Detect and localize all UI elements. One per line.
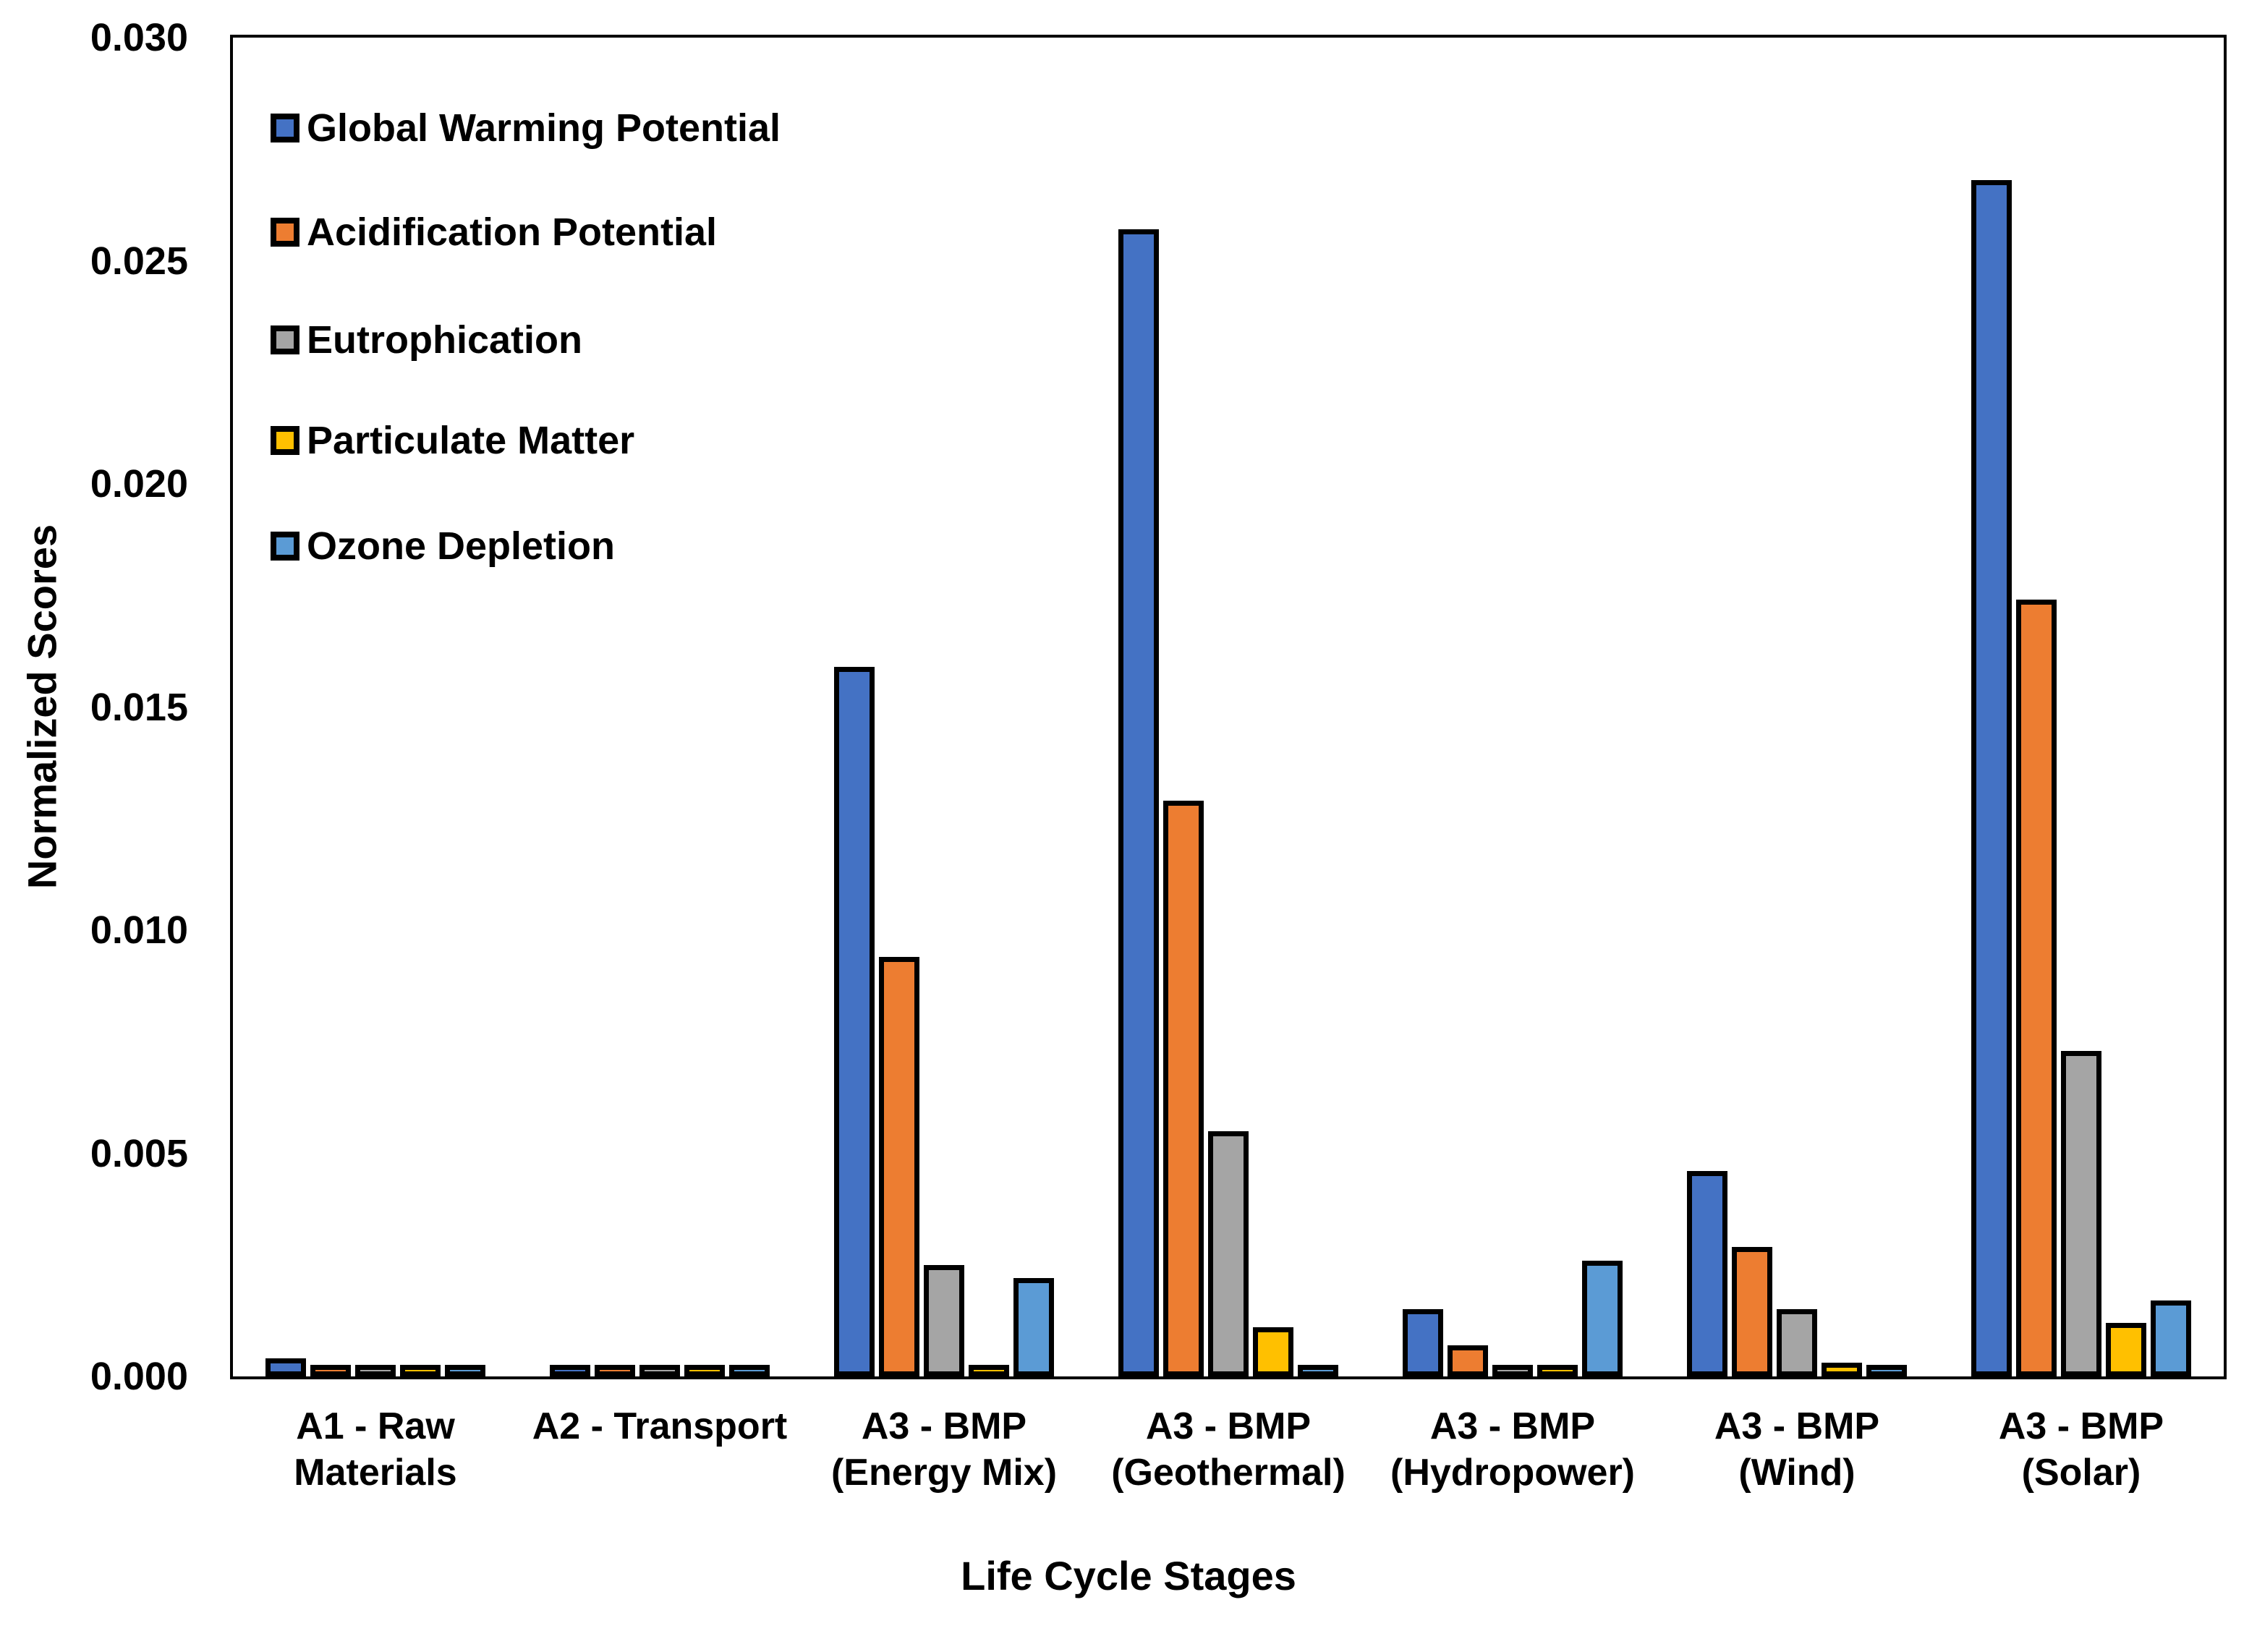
bar-eutrophication: [924, 1265, 964, 1376]
x-axis-category-label: A3 - BMP (Hydropower): [1390, 1405, 1635, 1494]
bar-eutrophication: [1208, 1131, 1249, 1376]
bar-acidification-potential: [1448, 1345, 1488, 1376]
legend-swatch-icon: [271, 532, 299, 561]
bar-ozone-depletion: [729, 1365, 770, 1376]
bar-particulate-matter: [1253, 1327, 1293, 1376]
bar-eutrophication: [355, 1365, 396, 1376]
bar-global-warming-potential: [1118, 229, 1159, 1376]
bar-eutrophication: [2061, 1051, 2101, 1376]
bar-ozone-depletion: [1582, 1261, 1623, 1376]
bar-acidification-potential: [1163, 801, 1204, 1376]
plot-area: Global Warming Potential Acidification Po…: [230, 35, 2227, 1379]
bar-ozone-depletion: [445, 1365, 485, 1376]
bar-acidification-potential: [2016, 600, 2057, 1376]
legend-swatch-icon: [271, 325, 299, 354]
legend-item: Particulate Matter: [271, 419, 634, 462]
bar-eutrophication: [1492, 1365, 1533, 1376]
legend-label: Acidification Potential: [307, 210, 718, 254]
legend-label: Global Warming Potential: [307, 106, 781, 150]
y-axis-tick-label: 0.030: [90, 16, 188, 59]
y-axis-tick-label: 0.020: [90, 462, 188, 506]
y-axis-tick-label: 0.025: [90, 239, 188, 283]
legend-item: Global Warming Potential: [271, 106, 781, 150]
legend-label: Ozone Depletion: [307, 524, 616, 568]
bar-global-warming-potential: [1687, 1171, 1727, 1376]
bar-eutrophication: [639, 1365, 680, 1376]
legend-swatch-icon: [271, 114, 299, 142]
y-axis-tick-label: 0.015: [90, 685, 188, 729]
y-axis-tick-label: 0.005: [90, 1131, 188, 1175]
bar-acidification-potential: [1732, 1247, 1772, 1376]
x-axis-category-label: A3 - BMP (Energy Mix): [830, 1405, 1058, 1494]
bar-ozone-depletion: [1866, 1365, 1907, 1376]
legend-item: Eutrophication: [271, 318, 582, 362]
x-axis-category-label: A3 - BMP (Wind): [1714, 1405, 1880, 1494]
legend-swatch-icon: [271, 426, 299, 455]
x-axis-category-label: A2 - Transport: [532, 1405, 788, 1447]
legend-item: Acidification Potential: [271, 210, 717, 254]
legend-item: Ozone Depletion: [271, 524, 615, 568]
legend-label: Eutrophication: [307, 318, 582, 362]
bar-particulate-matter: [400, 1365, 441, 1376]
x-axis-category-label: A1 - Raw Materials: [294, 1405, 457, 1494]
bar-particulate-matter: [1822, 1363, 1862, 1376]
bar-global-warming-potential: [1971, 180, 2012, 1376]
bar-acidification-potential: [310, 1365, 351, 1376]
x-axis-category-label: A3 - BMP (Geothermal): [1111, 1405, 1346, 1494]
y-axis-tick-label: 0.010: [90, 908, 188, 952]
bar-global-warming-potential: [550, 1365, 590, 1376]
legend-swatch-icon: [271, 218, 299, 247]
bar-ozone-depletion: [2151, 1300, 2191, 1376]
bar-particulate-matter: [969, 1365, 1009, 1376]
legend-label: Particulate Matter: [307, 419, 635, 462]
bar-global-warming-potential: [834, 667, 875, 1376]
bar-ozone-depletion: [1298, 1365, 1338, 1376]
bar-particulate-matter: [1537, 1365, 1578, 1376]
bar-acidification-potential: [879, 957, 919, 1376]
bar-particulate-matter: [2106, 1323, 2146, 1376]
x-axis-title: Life Cycle Stages: [961, 1553, 1296, 1598]
bar-ozone-depletion: [1013, 1278, 1054, 1376]
y-axis-tick-label: 0.000: [90, 1355, 188, 1398]
bar-acidification-potential: [595, 1365, 635, 1376]
bar-particulate-matter: [684, 1365, 725, 1376]
bar-eutrophication: [1777, 1309, 1817, 1376]
bar-global-warming-potential: [1403, 1309, 1443, 1376]
x-axis-category-label: A3 - BMP (Solar): [1998, 1405, 2164, 1494]
bar-global-warming-potential: [265, 1358, 306, 1376]
